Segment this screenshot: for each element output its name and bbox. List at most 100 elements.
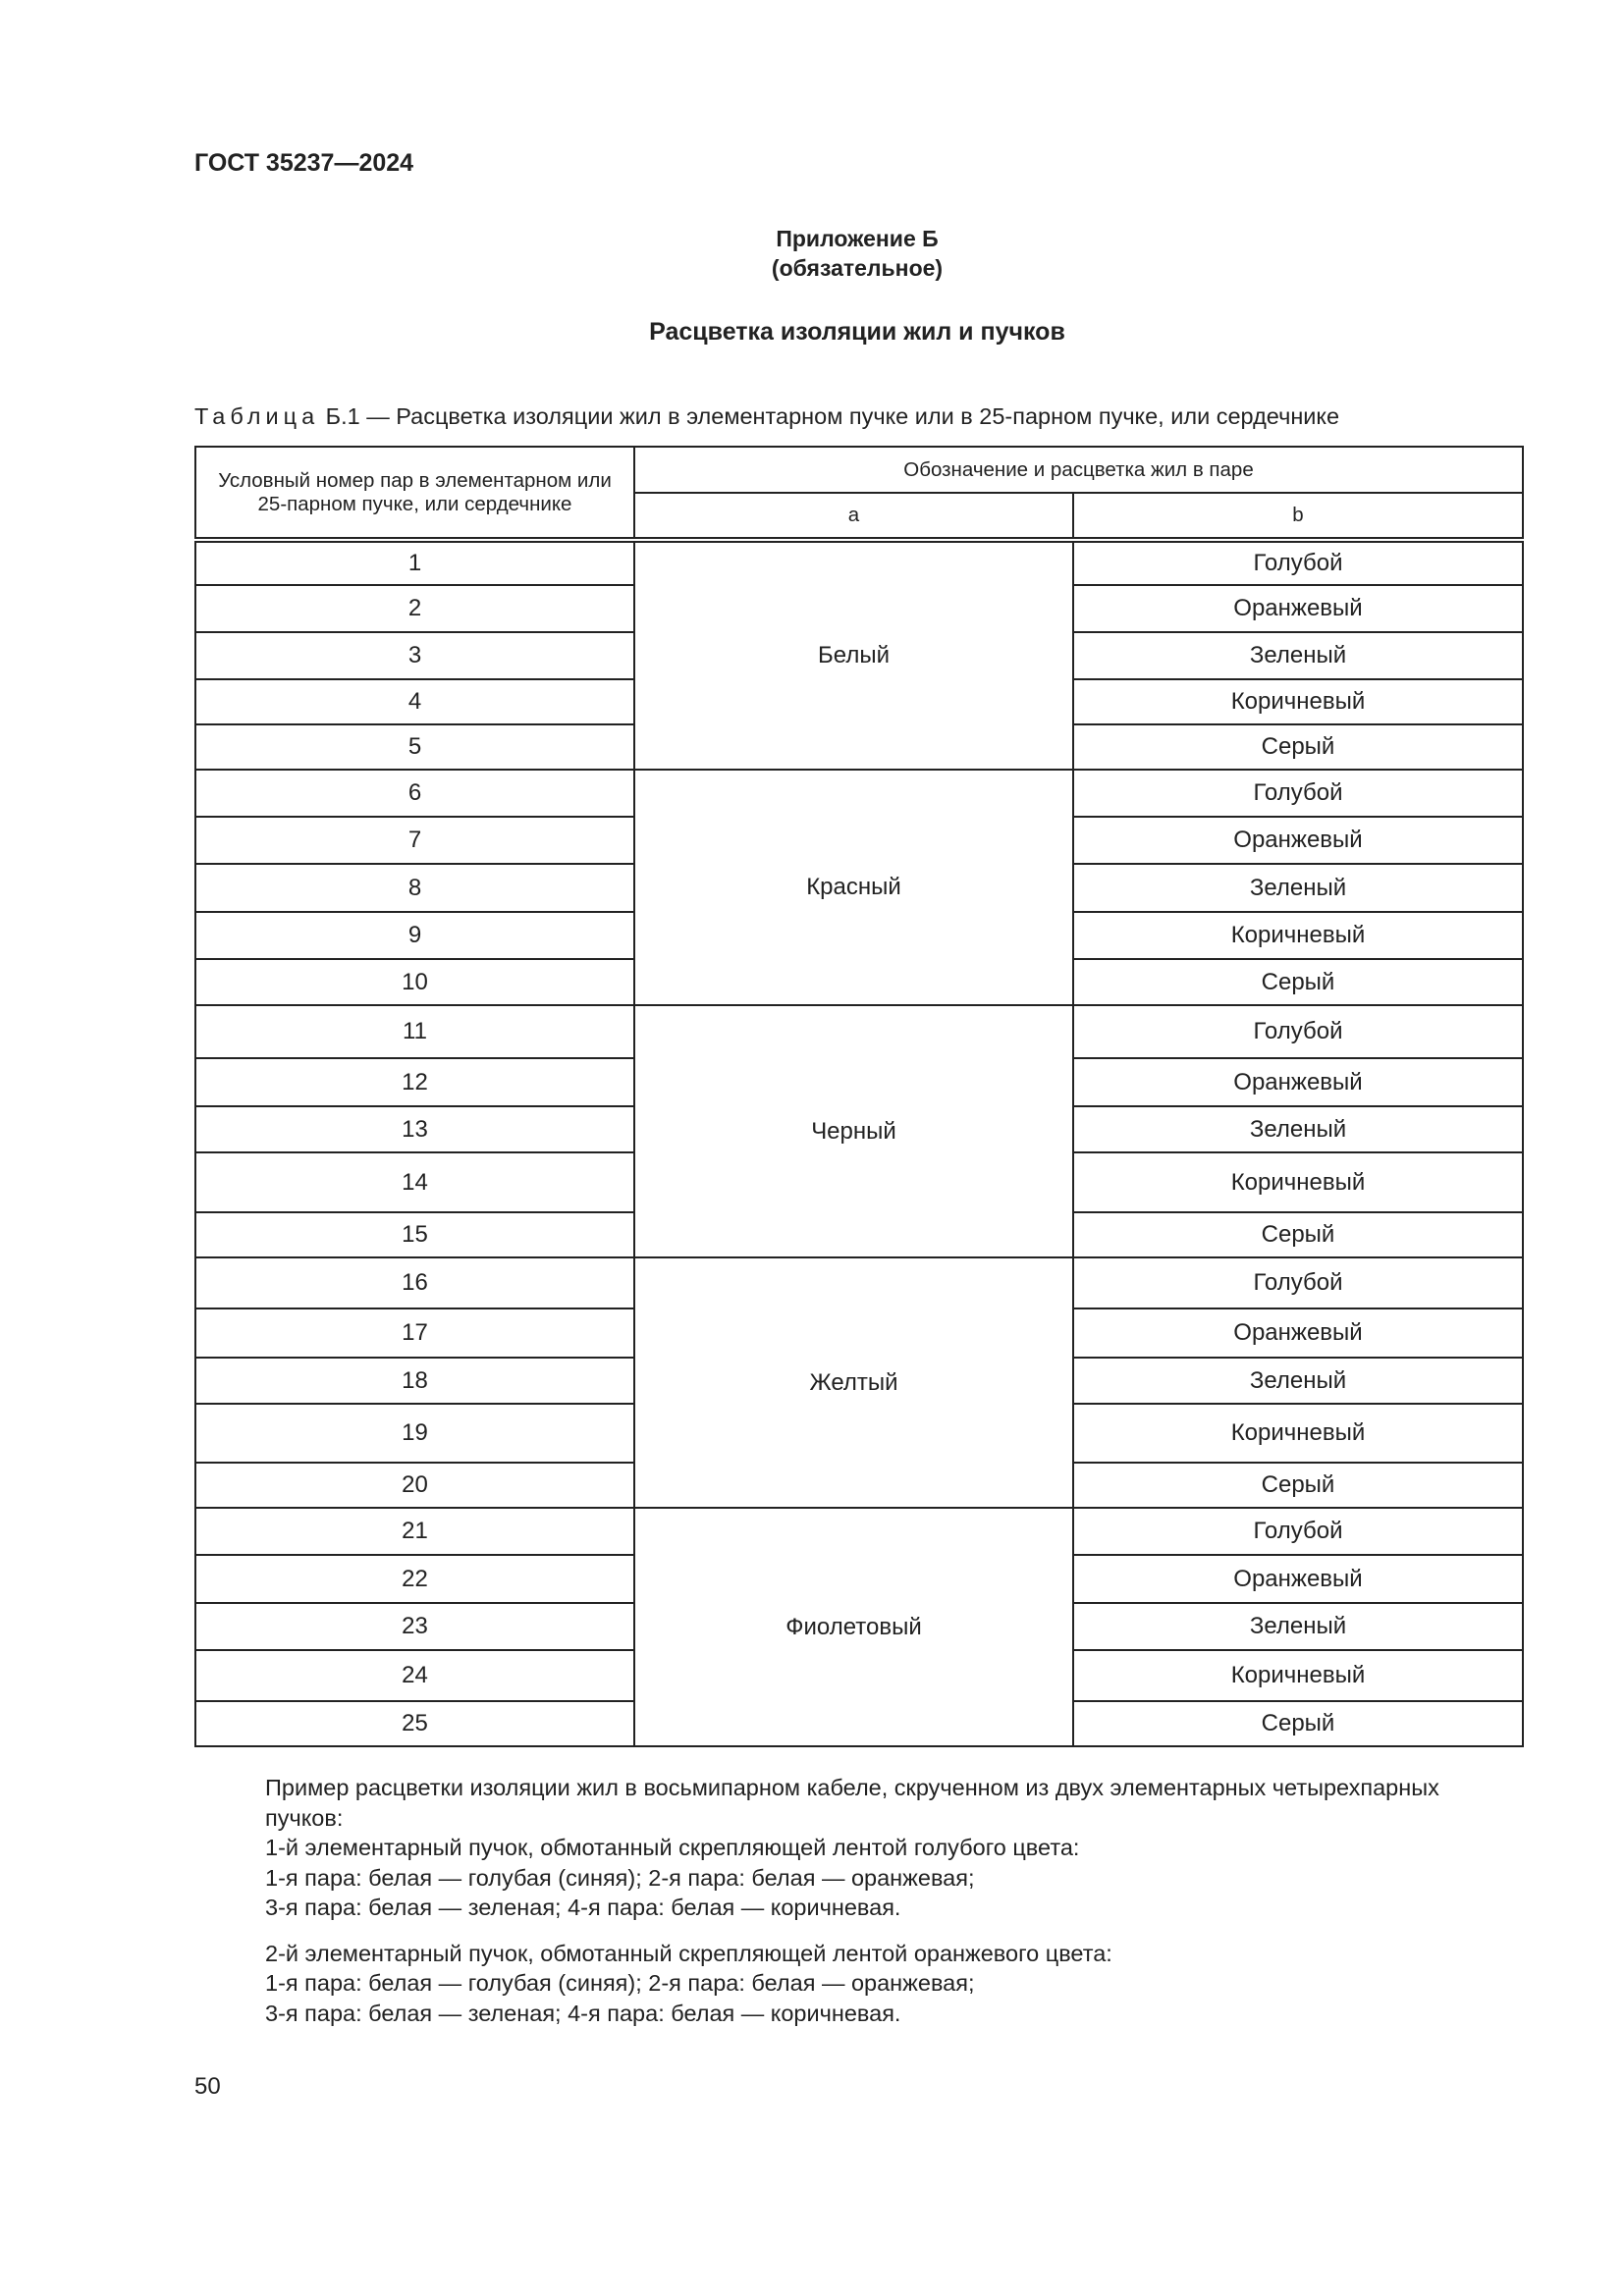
pair-number: 11: [194, 1004, 635, 1059]
pair-number: 2: [194, 584, 635, 633]
table-row: 24 Коричневый: [194, 1649, 1525, 1702]
page-number: 50: [194, 2073, 221, 2100]
wire-b-color: Зеленый: [1071, 631, 1525, 680]
wire-b-color: Голубой: [1071, 539, 1525, 586]
pair-number: 10: [194, 958, 635, 1006]
pair-number: 9: [194, 911, 635, 960]
wire-b-color: Оранжевый: [1071, 1308, 1525, 1359]
pair-number: 3: [194, 631, 635, 680]
pair-number: 14: [194, 1151, 635, 1213]
wire-a-color: Белый: [633, 539, 1074, 771]
wire-a-color: Красный: [633, 769, 1074, 1006]
pair-number: 13: [194, 1105, 635, 1153]
pair-number: 17: [194, 1308, 635, 1359]
pair-number-header: Условный номер пар в элементарном или 25…: [194, 446, 635, 543]
pair-number: 23: [194, 1602, 635, 1651]
pair-number: 1: [194, 539, 635, 586]
wire-b-color: Серый: [1071, 1462, 1525, 1509]
wire-b-color: Оранжевый: [1071, 584, 1525, 633]
wire-a-color: Черный: [633, 1004, 1074, 1258]
example-intro-text: Пример расцветки изоляции жил в восьмипа…: [265, 1775, 1439, 1831]
table-row: 5 Серый: [194, 723, 1525, 771]
pair-number: 7: [194, 816, 635, 865]
wire-b-color: Серый: [1071, 958, 1525, 1006]
col-b-header: b: [1071, 492, 1525, 543]
pair-number: 25: [194, 1700, 635, 1747]
wire-b-color: Коричневый: [1071, 678, 1525, 725]
pair-number: 19: [194, 1403, 635, 1464]
table-row: 4 Коричневый: [194, 678, 1525, 725]
wire-b-color: Оранжевый: [1071, 1057, 1525, 1107]
wire-b-color: Голубой: [1071, 1507, 1525, 1556]
example-text: Пример расцветки изоляции жил в восьмипа…: [194, 1773, 1522, 2028]
annex-title: Приложение Б: [776, 226, 939, 251]
table-row: 15 Серый: [194, 1211, 1525, 1258]
table-row: 20 Серый: [194, 1462, 1525, 1509]
wire-b-color: Зеленый: [1071, 1357, 1525, 1405]
table-row: 16 Желтый Голубой: [194, 1256, 1525, 1509]
table-row: 8 Зеленый: [194, 863, 1525, 913]
wire-b-color: Голубой: [1071, 1256, 1525, 1309]
annex-status: (обязательное): [771, 255, 944, 281]
pair-number: 12: [194, 1057, 635, 1107]
caption-text: Б.1 — Расцветка изоляции жил в элементар…: [319, 403, 1340, 429]
bundle2-title: 2-й элементарный пучок, обмотанный скреп…: [265, 1940, 1112, 1966]
pair-number: 4: [194, 678, 635, 725]
wire-b-color: Серый: [1071, 1211, 1525, 1258]
wire-b-color: Зеленый: [1071, 1105, 1525, 1153]
table-row: 17 Оранжевый: [194, 1308, 1525, 1359]
table-row: 9 Коричневый: [194, 911, 1525, 960]
wire-b-color: Зеленый: [1071, 863, 1525, 913]
table-row: 6 Красный Голубой: [194, 769, 1525, 1006]
wire-b-color: Коричневый: [1071, 911, 1525, 960]
table-row: 21 Фиолетовый Голубой: [194, 1507, 1525, 1747]
pair-number: 15: [194, 1211, 635, 1258]
wire-b-color: Коричневый: [1071, 1649, 1525, 1702]
wire-b-color: Коричневый: [1071, 1403, 1525, 1464]
table-row: 25 Серый: [194, 1700, 1525, 1747]
wire-b-color: Серый: [1071, 1700, 1525, 1747]
wire-b-color: Голубой: [1071, 1004, 1525, 1059]
wire-b-color: Коричневый: [1071, 1151, 1525, 1213]
section-title: Расцветка изоляции жил и пучков: [649, 318, 1065, 346]
table-row: 18 Зеленый: [194, 1357, 1525, 1405]
table-row: 7 Оранжевый: [194, 816, 1525, 865]
bundle1-title: 1-й элементарный пучок, обмотанный скреп…: [265, 1835, 1080, 1860]
pair-number: 22: [194, 1554, 635, 1604]
col-a-header: a: [633, 492, 1074, 543]
wire-a-color: Фиолетовый: [633, 1507, 1074, 1747]
bundle2-line2: 3-я пара: белая — зеленая; 4-я пара: бел…: [265, 2000, 901, 2026]
pair-number: 6: [194, 769, 635, 818]
pair-number: 8: [194, 863, 635, 913]
example-intro: Пример расцветки изоляции жил в восьмипа…: [194, 1773, 1522, 1833]
wire-b-color: Голубой: [1071, 769, 1525, 818]
table-row: 13 Зеленый: [194, 1105, 1525, 1153]
color-table: Условный номер пар в элементарном или 25…: [194, 446, 1525, 1747]
table-row: 12 Оранжевый: [194, 1057, 1525, 1107]
pair-number: 18: [194, 1357, 635, 1405]
table-row: 22 Оранжевый: [194, 1554, 1525, 1604]
table-caption: Таблица Б.1 — Расцветка изоляции жил в э…: [194, 403, 1339, 430]
table-row: 14 Коричневый: [194, 1151, 1525, 1213]
bundle1-line1: 1-я пара: белая — голубая (синяя); 2-я п…: [265, 1864, 975, 1891]
bundle1-line2: 3-я пара: белая — зеленая; 4-я пара: бел…: [265, 1895, 901, 1920]
pair-number: 21: [194, 1507, 635, 1556]
table-row: 10 Серый: [194, 958, 1525, 1006]
table-row: 11 Черный Голубой: [194, 1004, 1525, 1258]
designation-header: Обозначение и расцветка жил в паре: [632, 446, 1525, 494]
pair-number: 20: [194, 1462, 635, 1509]
table-row: 1 Белый Голубой: [194, 539, 1525, 771]
pair-number: 24: [194, 1649, 635, 1702]
pair-number: 5: [194, 723, 635, 771]
document-code: ГОСТ 35237—2024: [194, 149, 414, 177]
wire-b-color: Оранжевый: [1071, 816, 1525, 865]
bundle2-line1: 1-я пара: белая — голубая (синяя); 2-я п…: [265, 1970, 975, 1996]
wire-b-color: Зеленый: [1071, 1602, 1525, 1651]
table-row: 23 Зеленый: [194, 1602, 1525, 1651]
table-row: 19 Коричневый: [194, 1403, 1525, 1464]
wire-b-color: Серый: [1071, 723, 1525, 771]
wire-a-color: Желтый: [633, 1256, 1074, 1509]
table-row: 3 Зеленый: [194, 631, 1525, 680]
wire-b-color: Оранжевый: [1071, 1554, 1525, 1604]
table-row: 2 Оранжевый: [194, 584, 1525, 633]
